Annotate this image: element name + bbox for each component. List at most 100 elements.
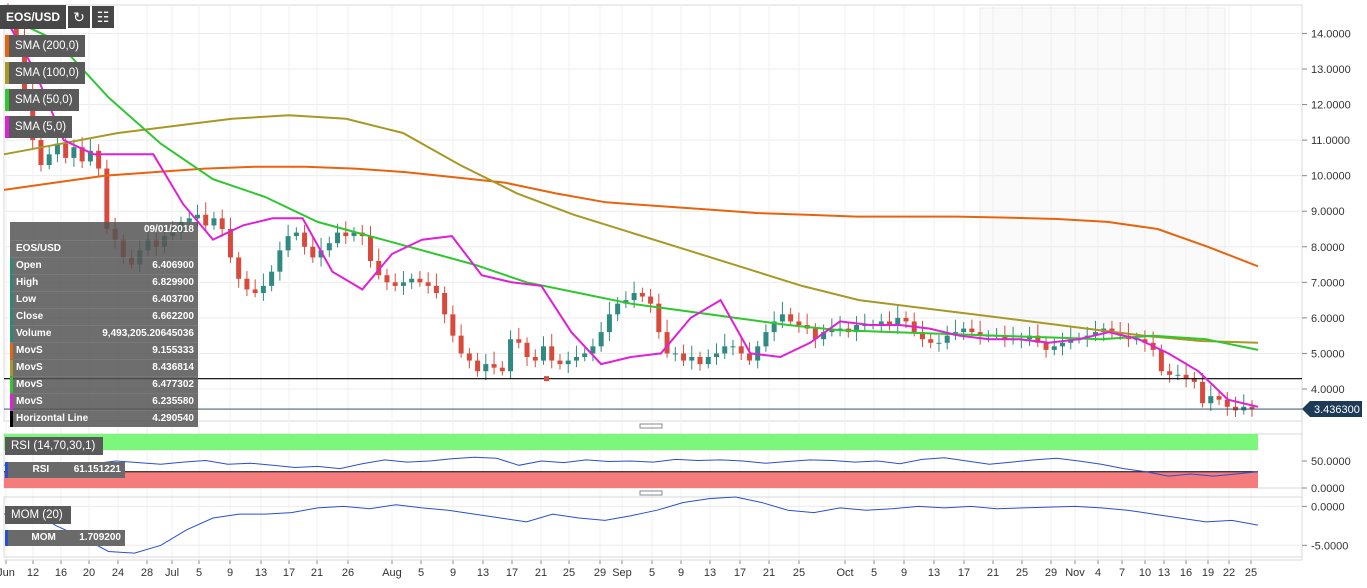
candle-body <box>326 243 332 251</box>
rsi-value-row: RSI 61.151221 <box>5 462 125 478</box>
info-row-value: 6.403700 <box>152 294 194 305</box>
mom-label[interactable]: MOM (20) <box>5 506 71 524</box>
info-row-label: Volume <box>16 328 52 339</box>
info-row: High 6.829900 <box>10 274 198 291</box>
x-tick-label: 7 <box>1119 567 1125 579</box>
ghost-overlay <box>979 7 1226 339</box>
pane-resize-handle <box>639 490 663 496</box>
x-tick-label: 5 <box>418 567 424 579</box>
x-tick-label: 24 <box>112 567 124 579</box>
candle-body <box>738 346 744 354</box>
info-row-label: High <box>16 277 39 288</box>
candle-body <box>219 218 225 229</box>
y-tick-label: 10.0000 <box>1311 171 1351 183</box>
rsi-overbought-zone <box>4 434 1258 451</box>
candle-body <box>310 246 316 258</box>
candle-body <box>516 339 522 343</box>
candle-body <box>697 357 703 365</box>
candle-body <box>1191 378 1197 382</box>
refresh-icon[interactable]: ↻ <box>68 6 91 28</box>
legend-sma-5[interactable]: SMA (5,0) <box>5 116 73 138</box>
info-row: Low 6.403700 <box>10 291 198 308</box>
candle-body <box>722 346 728 354</box>
candle-body <box>928 339 934 343</box>
x-tick-label: 17 <box>958 567 970 579</box>
info-row: Open 6.406900 <box>10 257 198 274</box>
info-row-marker <box>10 275 13 291</box>
sma-50-line <box>3 14 1259 351</box>
legend-sma-50[interactable]: SMA (50,0) <box>5 89 79 111</box>
candle-body <box>417 278 423 283</box>
candle-body <box>746 353 752 361</box>
x-tick-label: 21 <box>311 567 323 579</box>
candle-body <box>705 357 711 365</box>
last-price-tag: 3.436300 <box>1302 401 1362 418</box>
candle-body <box>236 257 242 279</box>
candle-body <box>71 147 77 158</box>
candle-body <box>376 261 382 276</box>
x-tick-label: 25 <box>793 567 805 579</box>
legend-sma-100[interactable]: SMA (100,0) <box>5 62 85 84</box>
x-tick-label: 17 <box>506 567 518 579</box>
info-row-label: MovS <box>16 396 43 407</box>
info-symbol-row: EOS/USD <box>10 240 198 257</box>
info-date: 09/01/2018 <box>143 224 194 235</box>
candle-body <box>1208 396 1214 404</box>
legend-sma-200[interactable]: SMA (200,0) <box>5 35 85 57</box>
x-tick-label: 19 <box>1202 567 1214 579</box>
candle-body <box>400 282 406 286</box>
candle-body <box>812 328 818 340</box>
last-price-tag-bg <box>1302 401 1362 418</box>
x-tick-label: 17 <box>283 567 295 579</box>
ghost-dialog-frame <box>979 7 1226 339</box>
chart-settings-icon[interactable]: ☷ <box>92 6 115 28</box>
x-tick-label: Jun <box>0 567 15 579</box>
candle-body <box>63 143 69 158</box>
info-row-marker <box>10 343 13 359</box>
horizontal-line-anchor <box>544 376 549 382</box>
y-tick-label: 8.0000 <box>1311 242 1345 254</box>
x-tick-label: Nov <box>1065 567 1085 579</box>
mom-value: 1.709200 <box>79 532 121 543</box>
candle-body <box>862 325 868 326</box>
x-tick-label: 25 <box>1245 567 1257 579</box>
candle-body <box>499 367 505 372</box>
candle-body <box>260 285 266 293</box>
candle-body <box>38 140 44 165</box>
rsi-title: RSI (14,70,30,1) <box>11 440 96 452</box>
info-row-marker <box>10 326 13 342</box>
candles-layer <box>5 3 1255 417</box>
candle-body <box>293 232 299 237</box>
info-row: Close 6.662200 <box>10 308 198 325</box>
candle-body <box>878 321 884 325</box>
candle-body <box>1060 342 1066 347</box>
info-row-value: 6.662200 <box>152 311 194 322</box>
candle-body <box>30 90 36 141</box>
candle-body <box>837 328 843 330</box>
candle-body <box>854 325 860 333</box>
info-row-marker <box>10 309 13 325</box>
candle-body <box>194 214 200 219</box>
candle-body <box>54 143 60 155</box>
info-row-label: Close <box>16 311 44 322</box>
x-tick-label: 10 <box>1139 567 1151 579</box>
x-tick-label: 28 <box>141 567 153 579</box>
rsi-label[interactable]: RSI (14,70,30,1) <box>5 437 104 455</box>
candle-body <box>1216 396 1222 400</box>
info-row-value: 9.155333 <box>152 345 194 356</box>
candle-body <box>1092 332 1098 336</box>
candle-body <box>252 289 258 293</box>
candle-body <box>1002 335 1008 340</box>
candle-body <box>615 303 621 315</box>
last-price-label: 3.436300 <box>1314 404 1360 416</box>
x-tick-label: 20 <box>83 567 95 579</box>
ohlc-info-panel: 09/01/2018 EOS/USD Open 6.406900 High 6.829… <box>10 222 198 427</box>
x-tick-label: 13 <box>704 567 716 579</box>
info-row-marker <box>10 258 13 274</box>
symbol-label[interactable]: EOS/USD <box>0 5 67 29</box>
candle-body <box>796 321 802 325</box>
candle-body <box>903 317 909 322</box>
info-row: MovS 9.155333 <box>10 342 198 359</box>
candle-body <box>483 364 489 372</box>
